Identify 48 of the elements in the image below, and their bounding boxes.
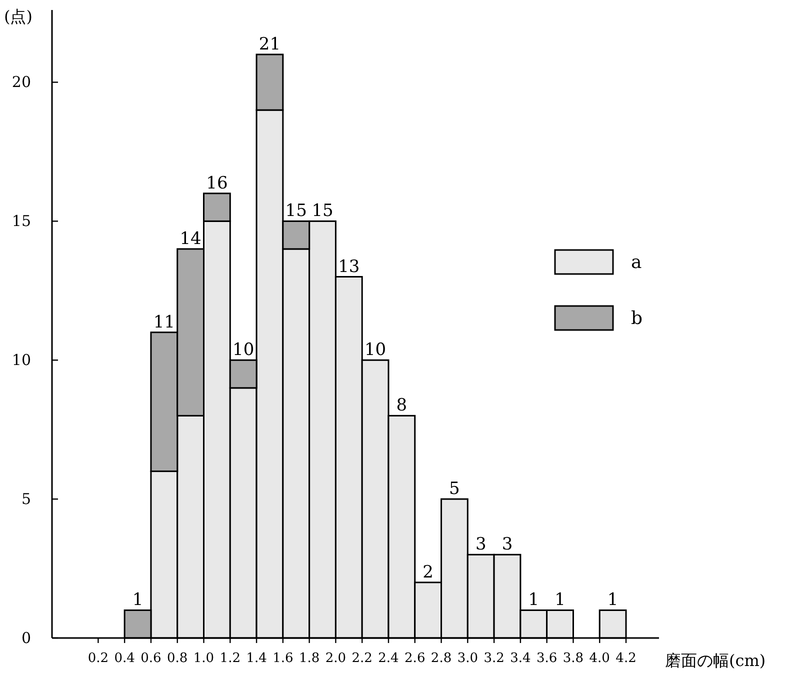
y-tick-label: 20: [12, 73, 31, 92]
y-axis-title: (点): [4, 7, 32, 26]
x-tick-label: 3.4: [510, 651, 531, 666]
x-tick-label: 3.8: [562, 651, 584, 666]
legend-label: b: [631, 308, 643, 329]
total-label: 14: [180, 228, 202, 249]
total-label: 3: [502, 534, 513, 555]
x-tick-label: 0.8: [167, 651, 188, 666]
x-tick-label: 0.2: [88, 651, 109, 666]
x-tick-label: 2.2: [352, 651, 372, 666]
total-label: 11: [153, 312, 175, 332]
x-tick-label: 2.8: [430, 651, 452, 666]
x-tick-label: 0.4: [114, 651, 135, 666]
x-tick-label: 3.6: [536, 651, 558, 666]
total-label: 13: [338, 256, 360, 277]
x-tick-label: 1.8: [298, 651, 320, 666]
y-tick-label: 5: [21, 490, 31, 508]
x-tick-label: 1.6: [272, 651, 294, 666]
total-label: 10: [364, 340, 386, 360]
x-tick-label: 3.0: [457, 651, 478, 666]
total-label: 1: [132, 590, 144, 610]
total-label: 21: [258, 34, 281, 54]
x-tick-label: 4.0: [589, 651, 610, 666]
x-tick-label: 1.0: [193, 651, 214, 666]
x-tick-label: 2.0: [325, 651, 346, 666]
total-label: 15: [312, 201, 334, 222]
total-label: 3: [475, 534, 486, 555]
x-tick-label: 4.2: [616, 651, 636, 666]
total-label: 16: [206, 173, 228, 194]
total-label: 2: [422, 562, 434, 582]
y-tick-label: 15: [12, 212, 31, 230]
x-tick-label: 2.4: [378, 651, 399, 666]
total-label: 1: [607, 590, 618, 610]
x-tick-label: 3.2: [484, 651, 504, 666]
y-tick-label: 0: [21, 628, 31, 647]
x-tick-label: 2.6: [404, 651, 426, 666]
x-tick-label: 0.6: [140, 651, 162, 666]
y-tick-label: 10: [12, 350, 31, 369]
x-tick-label: 1.2: [220, 651, 240, 666]
x-tick-label: 1.4: [246, 651, 267, 666]
total-label: 1: [554, 590, 566, 610]
legend-label: a: [631, 252, 642, 273]
total-label: 5: [449, 479, 460, 500]
x-axis-title: 磨面の幅(cm): [665, 651, 766, 670]
total-label: 10: [232, 340, 254, 360]
total-label: 15: [285, 201, 307, 222]
total-label: 8: [396, 396, 408, 416]
total-label: 1: [528, 590, 540, 610]
